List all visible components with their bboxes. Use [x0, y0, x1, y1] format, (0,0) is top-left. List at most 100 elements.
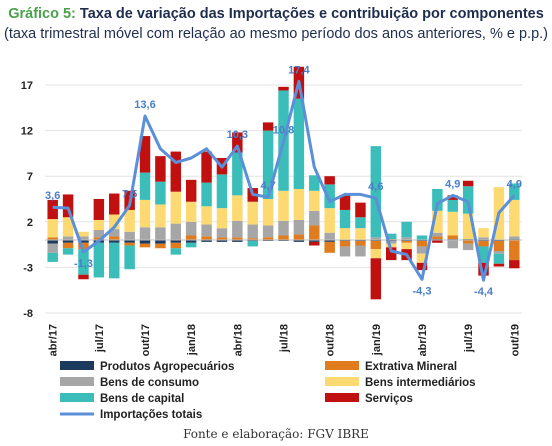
legend-swatch-consumo: [60, 377, 94, 386]
bar-segment-servicos: [201, 151, 212, 183]
bar-segment-servicos: [370, 258, 382, 300]
bar-segment-intermediarios: [216, 208, 228, 229]
bar-segment-servicos: [78, 274, 89, 280]
bar-segment-consumo: [47, 243, 58, 253]
bar-segment-intermediarios: [124, 209, 135, 232]
bar-segment-capital: [478, 246, 489, 263]
bar-segment-extrativa: [93, 237, 105, 241]
bar-segment-intermediarios: [401, 242, 412, 250]
bar-segment-agro: [232, 240, 243, 242]
bar-segment-consumo: [432, 232, 443, 237]
y-tick-label: 12: [21, 126, 33, 138]
bar-segment-intermediarios: [385, 243, 397, 248]
data-label: 10,3: [227, 129, 248, 141]
data-label: -4,3: [412, 285, 431, 297]
bar-segment-extrativa: [201, 236, 212, 241]
x-tick-label: jul/18: [279, 324, 291, 353]
bar-segment-extrativa: [109, 236, 120, 241]
bar-segment-capital: [401, 221, 412, 238]
bar-segment-consumo: [401, 237, 412, 241]
chart-title-block: Gráfico 5: Taxa de variação das Importaç…: [0, 4, 552, 44]
bar-segment-capital: [109, 242, 120, 279]
bar-segment-extrativa: [432, 236, 443, 240]
bar-segment-capital: [185, 242, 197, 248]
bar-segment-extrativa: [232, 237, 243, 241]
bar-segment-consumo: [355, 245, 366, 257]
bar-segment-consumo: [201, 224, 212, 237]
bar-segment-capital: [93, 242, 105, 278]
y-tick-label: 2: [27, 217, 33, 229]
bar-segment-capital: [232, 152, 243, 196]
bar-segment-agro: [170, 240, 182, 243]
legend-swatch-extrativa: [325, 361, 359, 370]
bar-segment-consumo: [385, 240, 397, 244]
bar-segment-servicos: [339, 195, 351, 210]
legend-label: Bens de capital: [100, 393, 184, 405]
x-tick-label: jan/18: [186, 324, 198, 356]
bar-segment-consumo: [247, 224, 258, 239]
bar-segment-capital: [262, 130, 274, 199]
bar-segment-servicos: [278, 86, 289, 91]
bar-segment-extrativa: [339, 240, 351, 247]
bar-segment-intermediarios: [139, 199, 151, 228]
legend-label: Serviços: [365, 393, 413, 405]
bar-segment-intermediarios: [432, 210, 443, 233]
bar-segment-servicos: [324, 176, 335, 185]
bar-segment-extrativa: [155, 243, 166, 249]
data-label: 4,9: [507, 178, 522, 190]
bar-segment-intermediarios: [370, 249, 382, 259]
bar-segment-servicos: [262, 122, 274, 131]
bar-segment-extrativa: [247, 238, 258, 241]
bar-segment-extrativa: [262, 237, 274, 241]
bar-segment-agro: [185, 240, 197, 243]
bar-segment-extrativa: [447, 235, 458, 240]
bar-segment-capital: [447, 199, 458, 212]
data-label: 17,4: [288, 64, 310, 76]
bar-segment-servicos: [139, 136, 151, 173]
bar-segment-extrativa: [370, 240, 382, 250]
chart-subtitle: (taxa trimestral móvel com relação ao me…: [4, 26, 548, 42]
bar-segment-intermediarios: [109, 214, 120, 230]
bar-segment-extrativa: [47, 237, 58, 241]
bar-segment-consumo: [278, 220, 289, 236]
bar-segment-intermediarios: [447, 211, 458, 236]
bar-segment-agro: [47, 240, 58, 244]
legend-swatch-servicos: [325, 393, 359, 402]
bar-segment-servicos: [432, 240, 443, 243]
bar-segment-intermediarios: [262, 199, 274, 226]
legend-label: Produtos Agropecuários: [100, 361, 234, 373]
bar-segment-servicos: [509, 260, 520, 269]
data-label: -1,3: [74, 258, 93, 270]
bar-segment-extrativa: [139, 243, 151, 248]
bar-segment-consumo: [370, 237, 382, 241]
bar-segment-capital: [62, 248, 74, 255]
bar-segment-consumo: [324, 232, 335, 241]
data-label: 13,6: [134, 99, 155, 111]
bar-segment-extrativa: [509, 240, 520, 261]
bar-segment-consumo: [155, 227, 166, 241]
bar-segment-agro: [309, 240, 320, 242]
data-label: 4,7: [260, 180, 275, 192]
bar-segment-servicos: [170, 151, 182, 192]
x-tick-label: abr/19: [417, 324, 429, 356]
bar-segment-capital: [432, 188, 443, 211]
data-label: 4,9: [445, 178, 460, 190]
bar-segment-consumo: [232, 220, 243, 238]
bar-segment-consumo: [124, 231, 135, 241]
x-tick-label: out/18: [325, 324, 337, 356]
bar-segment-intermediarios: [478, 228, 489, 238]
bar-segment-intermediarios: [93, 219, 105, 231]
bar-segment-consumo: [170, 223, 182, 241]
bar-segment-capital: [339, 209, 351, 229]
source-note: Fonte e elaboração: FGV IBRE: [183, 427, 369, 441]
bar-segment-intermediarios: [170, 191, 182, 224]
bar-segment-consumo: [493, 250, 505, 254]
bar-segment-agro: [155, 240, 166, 244]
bar-segment-capital: [355, 217, 366, 229]
bar-segment-intermediarios: [278, 190, 289, 221]
bar-segment-servicos: [232, 132, 243, 153]
bar-segment-servicos: [309, 241, 320, 246]
data-label: 3,6: [45, 190, 60, 202]
bar-segment-servicos: [185, 179, 197, 202]
bar-segment-extrativa: [78, 242, 89, 250]
